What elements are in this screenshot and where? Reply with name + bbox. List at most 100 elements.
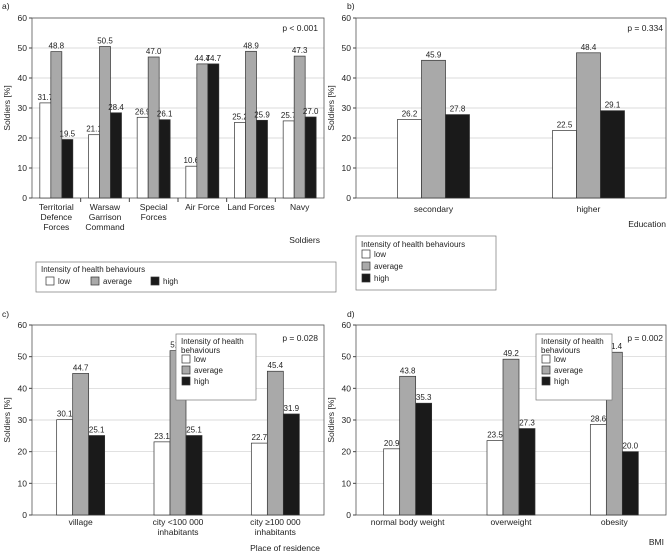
bar-value-label: 27.0: [303, 107, 319, 116]
legend: Intensity of health behaviours low average…: [35, 261, 337, 293]
y-tick-label: 20: [18, 447, 28, 457]
bar-value-label: 19.5: [60, 130, 76, 139]
y-tick-label: 60: [18, 320, 28, 330]
panel-label: c): [2, 309, 9, 319]
bar-value-label: 25.1: [89, 426, 105, 435]
bar-high: [207, 63, 220, 199]
bar-value-label: 29.1: [605, 101, 621, 110]
y-tick-label: 40: [18, 383, 28, 393]
legend-swatch-average: [90, 276, 100, 286]
y-tick-label: 50: [342, 352, 352, 362]
bar-value-label: 25.9: [254, 110, 270, 119]
panel-label: b): [347, 1, 355, 11]
y-axis-label: Soldiers [%]: [2, 397, 12, 442]
legend-label-low: low: [194, 355, 206, 364]
chart-panel-a: a) 0 10 20 30 40 50 60 Soldiers [%] p < 0.001 31.7…: [2, 1, 337, 293]
bar-value-label: 45.9: [426, 50, 442, 59]
legend-label-high: high: [374, 274, 389, 283]
bar-average: [421, 59, 446, 199]
bar-value-label: 48.9: [243, 41, 259, 50]
category-label: secondary: [414, 204, 454, 214]
y-tick-label: 50: [342, 43, 352, 53]
bar-low: [486, 440, 504, 516]
legend-swatch-high: [150, 276, 160, 286]
p-value: p < 0.001: [282, 23, 318, 33]
bar-value-label: 10.6: [184, 156, 200, 165]
bar-value-label: 35.3: [416, 393, 432, 402]
legend-swatch-low: [45, 276, 55, 286]
p-value: p = 0.028: [282, 333, 318, 343]
y-tick-label: 60: [342, 13, 352, 23]
category-label: Navy: [290, 202, 310, 212]
legend-label-average: average: [103, 277, 132, 286]
y-axis-label: Soldiers [%]: [326, 397, 336, 442]
category-label: Land Forces: [227, 202, 274, 212]
category-label: Air Force: [185, 202, 220, 212]
bar-high: [518, 428, 536, 516]
category-label: village: [69, 517, 93, 527]
bar-average: [399, 375, 417, 516]
bar-value-label: 20.9: [384, 439, 400, 448]
y-tick-label: 30: [18, 415, 28, 425]
bar-value-label: 48.4: [581, 43, 597, 52]
legend-title: Intensity of health behaviours: [541, 337, 604, 355]
bar-value-label: 22.7: [252, 433, 268, 442]
y-tick-label: 10: [18, 163, 28, 173]
y-axis-label: Soldiers [%]: [326, 85, 336, 130]
bar-value-label: 48.8: [49, 42, 65, 51]
bar-low: [282, 120, 295, 199]
panel-label: a): [2, 1, 10, 11]
category-label: Warsaw Garrison Command: [85, 202, 124, 232]
bar-low: [56, 419, 74, 516]
bar-average: [196, 63, 209, 199]
bar-value-label: 31.9: [284, 404, 300, 413]
bar-value-label: 45.4: [268, 361, 284, 370]
bar-value-label: 47.0: [146, 47, 162, 56]
bar-average: [502, 358, 520, 516]
y-tick-label: 40: [342, 383, 352, 393]
p-value: p = 0.334: [627, 23, 663, 33]
bar-value-label: 25.2: [232, 112, 248, 121]
category-label: Territorial Defence Forces: [39, 202, 74, 232]
y-tick-label: 10: [342, 163, 352, 173]
category-label: Special Forces: [140, 202, 168, 222]
y-tick-label: 20: [18, 133, 28, 143]
bar-low: [589, 424, 607, 516]
legend-label-high: high: [194, 377, 209, 386]
legend-swatch-average: [361, 261, 371, 271]
bar-value-label: 50.5: [97, 37, 113, 46]
legend-label-average: average: [374, 262, 403, 271]
legend-label-low: low: [554, 355, 566, 364]
bar-value-label: 31.7: [38, 93, 54, 102]
bar-low: [234, 122, 246, 199]
y-tick-label: 30: [18, 103, 28, 113]
bar-value-label: 22.5: [557, 121, 573, 130]
bar-high: [88, 435, 106, 516]
bar-value-label: 51.4: [607, 342, 623, 351]
legend-label-average: average: [554, 366, 583, 375]
bar-low: [88, 134, 100, 199]
bar-high: [304, 116, 317, 199]
legend-label-low: low: [58, 277, 70, 286]
bar-value-label: 23.5: [487, 431, 503, 440]
bar-value-label: 20.0: [623, 442, 639, 451]
plot-frame: [355, 17, 667, 199]
legend-label-low: low: [374, 250, 386, 259]
y-tick-label: 40: [18, 73, 28, 83]
p-value: p = 0.002: [627, 333, 663, 343]
legend-swatch-high: [541, 376, 551, 386]
bar-value-label: 43.8: [400, 366, 416, 375]
legend-label-average: average: [194, 366, 223, 375]
bar-value-label: 44.7: [195, 54, 211, 63]
bar-low: [250, 442, 268, 516]
bar-high: [61, 139, 74, 199]
bar-average: [99, 46, 111, 199]
legend-title: Intensity of health behaviours: [361, 240, 465, 249]
bar-low: [383, 448, 401, 516]
bar-value-label: 21.1: [86, 125, 102, 134]
y-tick-label: 50: [18, 43, 28, 53]
y-tick-label: 20: [342, 133, 352, 143]
legend-swatch-low: [361, 249, 371, 259]
